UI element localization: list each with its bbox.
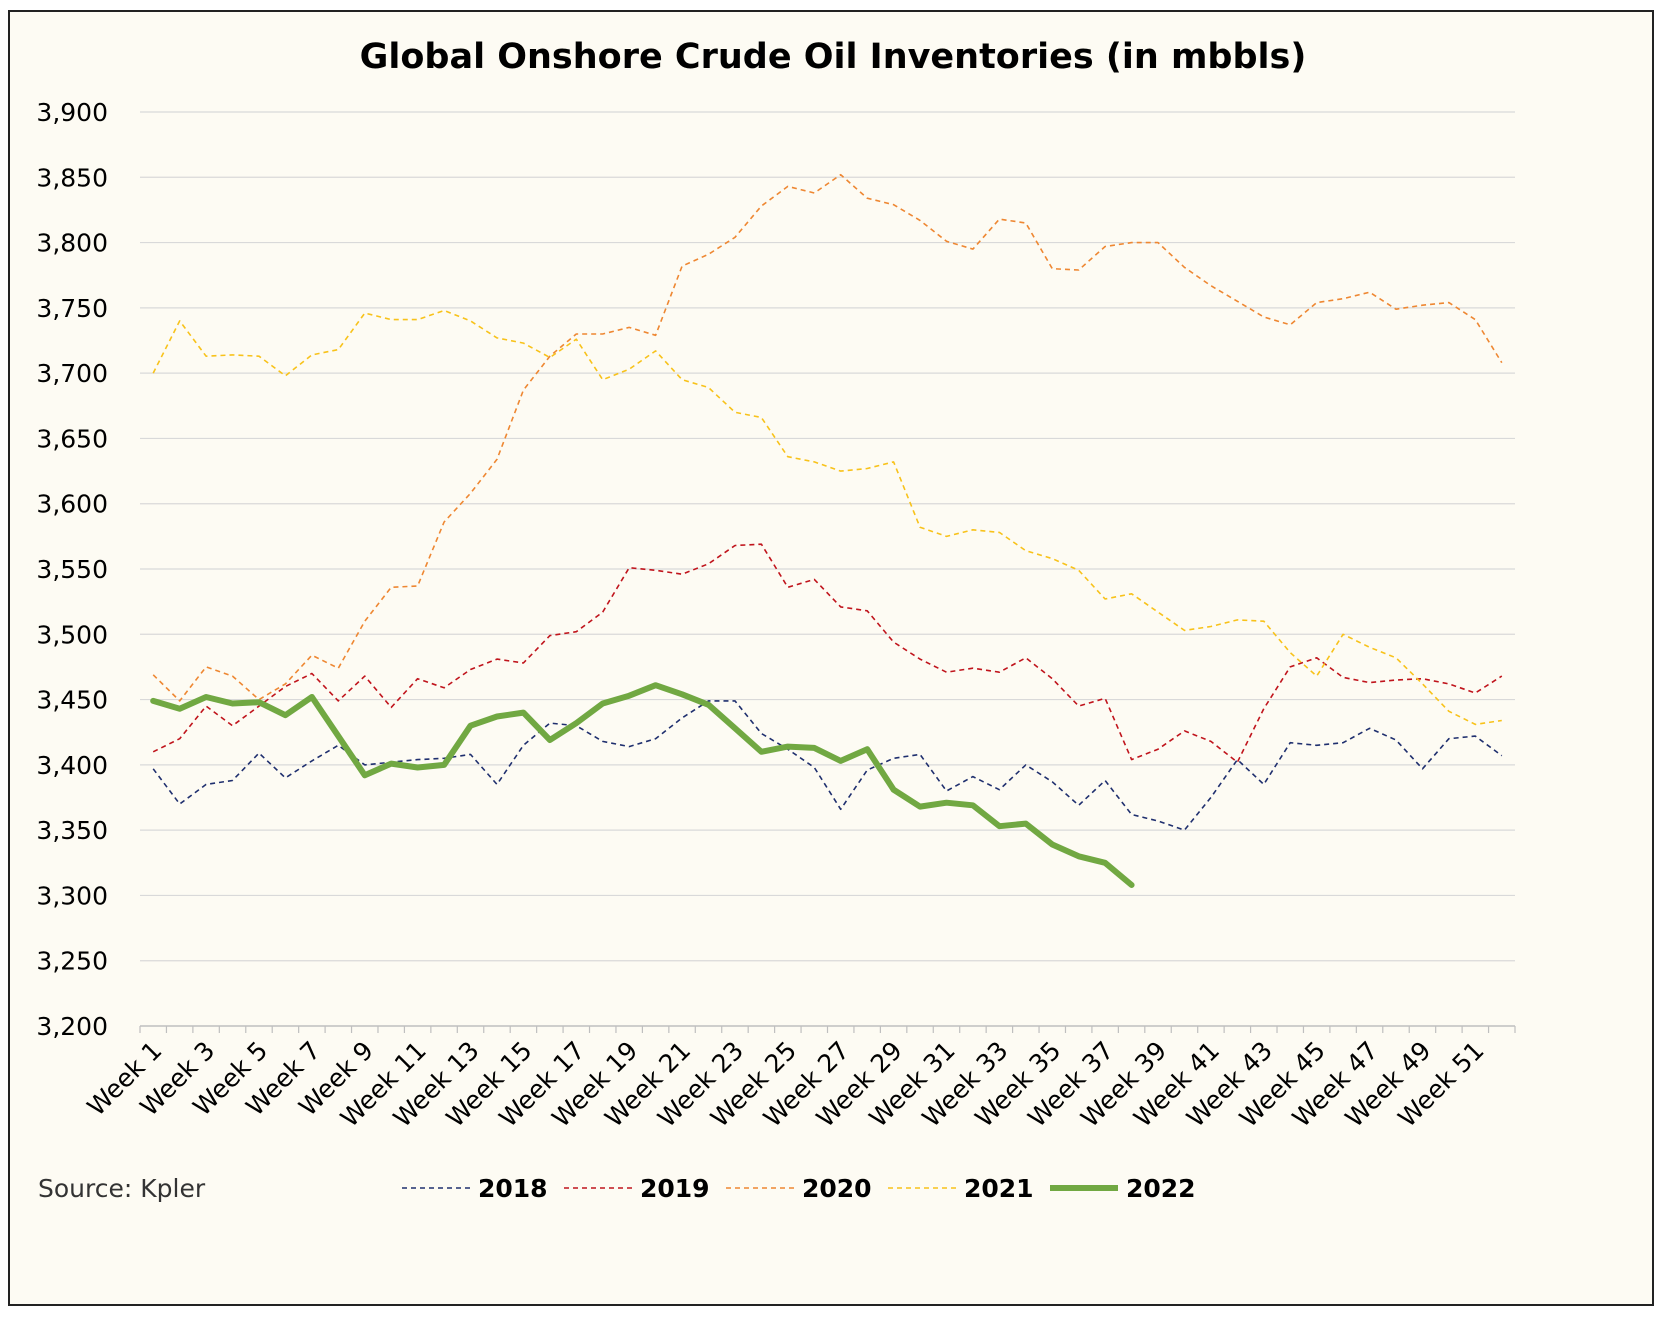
legend: 2018 2019 2020 2021 2022 xyxy=(402,1174,1196,1203)
y-tick-label: 3,650 xyxy=(36,424,108,453)
y-tick-label: 3,200 xyxy=(36,1012,108,1041)
y-tick-label: 3,850 xyxy=(36,163,108,192)
axis-layer: 3,200 3,250 3,300 3,350 3,400 3,450 3,500 3,550… xyxy=(36,98,1516,1133)
chart-svg: Global Onshore Crude Oil Inventories (in… xyxy=(36,37,1516,1203)
chart-frame: Global Onshore Crude Oil Inventories (in… xyxy=(8,10,1654,1306)
series-line-2018 xyxy=(152,700,1503,831)
series-line-2020 xyxy=(152,173,1503,702)
y-tick-label: 3,300 xyxy=(36,881,108,910)
y-tick-label: 3,600 xyxy=(36,490,108,519)
y-tick-label: 3,250 xyxy=(36,947,108,976)
y-tick-label: 3,350 xyxy=(36,816,108,845)
grid-layer xyxy=(140,111,1515,962)
series-line-2022 xyxy=(150,682,1135,888)
y-tick-label: 3,400 xyxy=(36,751,108,780)
source-note: Source: Kpler xyxy=(38,1174,206,1203)
y-tick-label: 3,450 xyxy=(36,686,108,715)
y-tick-label: 3,700 xyxy=(36,359,108,388)
legend-label-2018: 2018 xyxy=(478,1174,548,1203)
y-tick-label: 3,900 xyxy=(36,98,108,127)
chart-title: Global Onshore Crude Oil Inventories (in… xyxy=(360,37,1307,77)
legend-label-2019: 2019 xyxy=(640,1174,710,1203)
y-tick-label: 3,800 xyxy=(36,229,108,258)
legend-label-2020: 2020 xyxy=(802,1174,872,1203)
y-tick-label: 3,500 xyxy=(36,620,108,649)
y-tick-label: 3,550 xyxy=(36,555,108,584)
legend-label-2022: 2022 xyxy=(1126,1174,1196,1203)
series-line-2019 xyxy=(152,543,1503,764)
y-tick-label: 3,750 xyxy=(36,294,108,323)
series-line-2021 xyxy=(152,309,1502,726)
series-layer xyxy=(150,173,1503,888)
legend-label-2021: 2021 xyxy=(964,1174,1034,1203)
